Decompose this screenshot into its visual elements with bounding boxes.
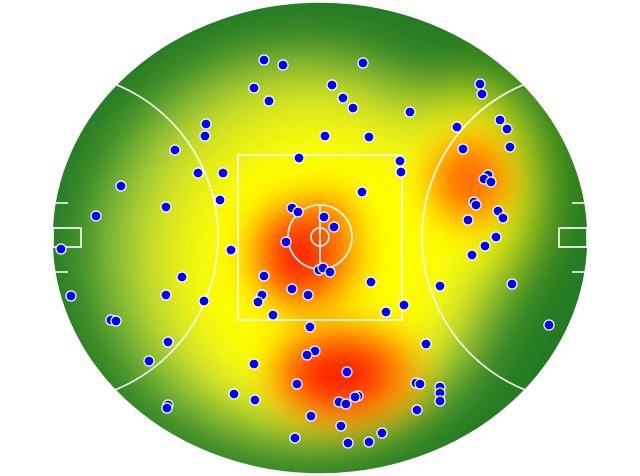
point <box>365 276 377 288</box>
point <box>169 144 181 156</box>
point <box>305 410 317 422</box>
point <box>200 118 212 130</box>
point <box>414 378 426 390</box>
point <box>248 82 260 94</box>
point <box>340 398 352 410</box>
point <box>380 306 392 318</box>
point <box>474 78 486 90</box>
point <box>398 299 410 311</box>
point <box>225 244 237 256</box>
point <box>160 289 172 301</box>
point <box>277 59 289 71</box>
point <box>394 155 406 167</box>
point <box>470 199 482 211</box>
point <box>504 141 516 153</box>
point <box>318 211 330 223</box>
point <box>90 210 102 222</box>
point <box>485 176 497 188</box>
point <box>263 95 275 107</box>
point <box>466 249 478 261</box>
point <box>289 432 301 444</box>
point <box>143 355 155 367</box>
points <box>55 54 555 449</box>
point <box>490 231 502 243</box>
point <box>363 436 375 448</box>
point <box>328 221 340 233</box>
point <box>319 130 331 142</box>
point <box>376 427 388 439</box>
point <box>476 88 488 100</box>
boundary <box>51 1 589 475</box>
point <box>110 315 122 327</box>
point <box>341 366 353 378</box>
point <box>411 404 423 416</box>
point <box>497 212 509 224</box>
point <box>267 309 279 321</box>
point <box>248 358 260 370</box>
point <box>479 240 491 252</box>
point <box>301 349 313 361</box>
point <box>324 266 336 278</box>
point <box>347 102 359 114</box>
point <box>357 57 369 69</box>
point <box>457 143 469 155</box>
point <box>335 420 347 432</box>
point <box>506 278 518 290</box>
point <box>304 321 316 333</box>
point <box>356 186 368 198</box>
point <box>363 131 375 143</box>
point <box>228 388 240 400</box>
point <box>65 290 77 302</box>
point <box>434 280 446 292</box>
point <box>214 194 226 206</box>
point <box>326 79 338 91</box>
point <box>286 283 298 295</box>
point <box>252 296 264 308</box>
point <box>161 402 173 414</box>
point <box>199 130 211 142</box>
point <box>395 166 407 178</box>
point <box>115 180 127 192</box>
point <box>293 152 305 164</box>
point <box>543 319 555 331</box>
point <box>258 54 270 66</box>
point <box>451 121 463 133</box>
point <box>291 378 303 390</box>
point <box>280 236 292 248</box>
point <box>302 289 314 301</box>
point <box>462 214 474 226</box>
point <box>249 394 261 406</box>
point <box>292 206 304 218</box>
point <box>176 271 188 283</box>
point <box>217 167 229 179</box>
point <box>404 106 416 118</box>
point <box>349 391 361 403</box>
point <box>198 295 210 307</box>
point <box>337 92 349 104</box>
point <box>55 243 67 255</box>
point <box>494 114 506 126</box>
point <box>160 201 172 213</box>
point <box>501 123 513 135</box>
point <box>342 437 354 449</box>
point <box>258 270 270 282</box>
point <box>420 338 432 350</box>
point <box>162 336 174 348</box>
point <box>192 167 204 179</box>
point <box>434 395 446 407</box>
